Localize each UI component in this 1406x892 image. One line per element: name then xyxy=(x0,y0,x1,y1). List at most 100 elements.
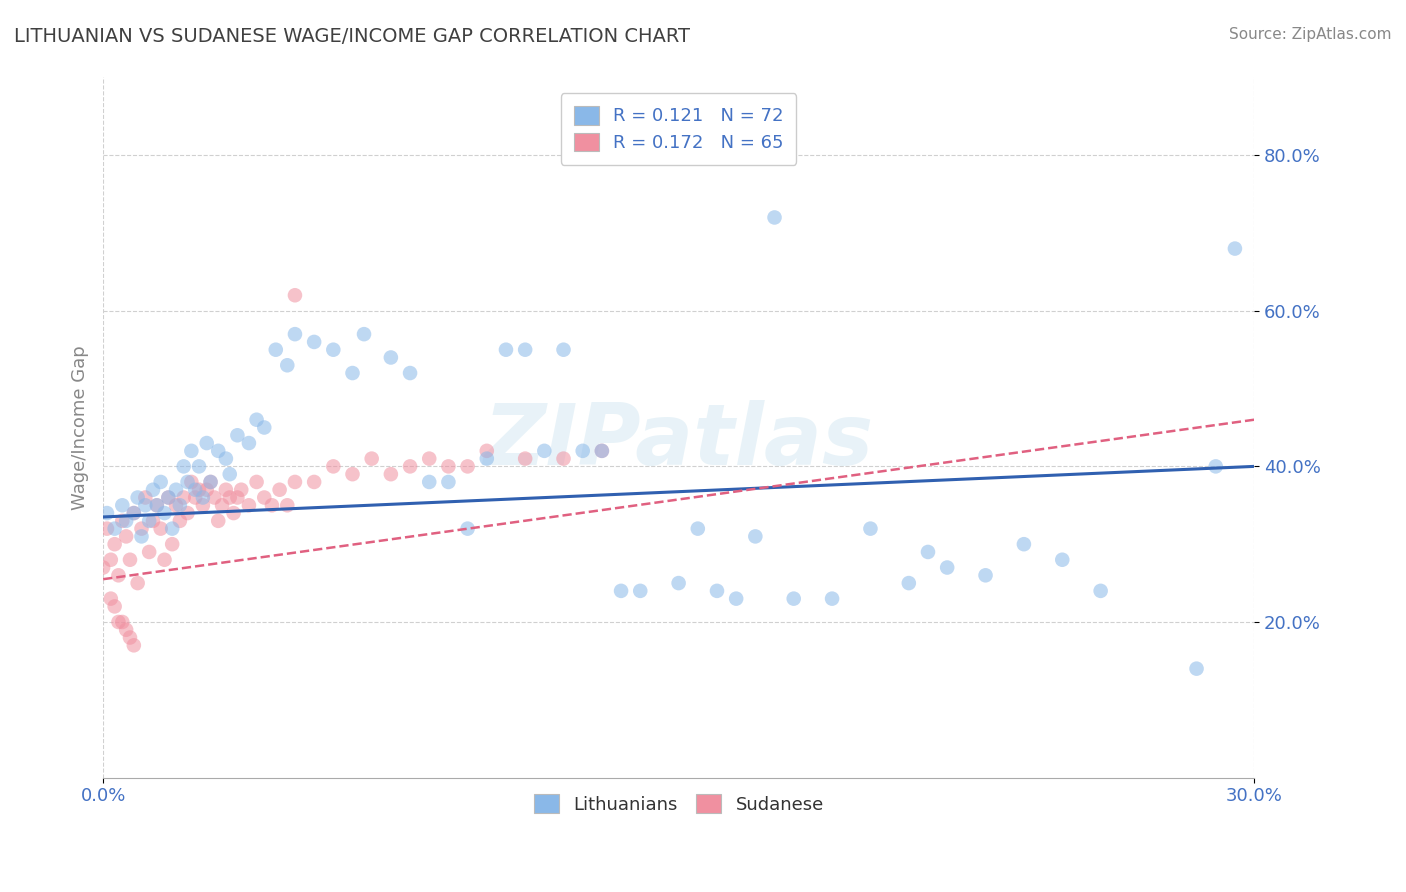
Point xyxy=(253,491,276,505)
Point xyxy=(115,623,138,637)
Point xyxy=(821,591,844,606)
Point xyxy=(149,475,172,489)
Point xyxy=(191,498,214,512)
Point xyxy=(553,343,575,357)
Point xyxy=(276,498,298,512)
Point xyxy=(184,483,207,497)
Point xyxy=(936,560,959,574)
Point xyxy=(211,498,233,512)
Point xyxy=(188,483,211,497)
Point xyxy=(457,459,479,474)
Point xyxy=(457,522,479,536)
Point xyxy=(245,475,267,489)
Point xyxy=(215,483,238,497)
Legend: Lithuanians, Sudanese: Lithuanians, Sudanese xyxy=(523,783,835,824)
Point xyxy=(495,343,517,357)
Point xyxy=(96,522,118,536)
Point xyxy=(226,428,249,442)
Point xyxy=(195,483,218,497)
Point xyxy=(146,498,169,512)
Point xyxy=(264,343,287,357)
Point xyxy=(169,514,191,528)
Text: Source: ZipAtlas.com: Source: ZipAtlas.com xyxy=(1229,27,1392,42)
Point xyxy=(418,451,440,466)
Point xyxy=(100,553,122,567)
Point xyxy=(142,514,165,528)
Point xyxy=(184,491,207,505)
Point xyxy=(138,514,160,528)
Point xyxy=(146,498,169,512)
Point xyxy=(668,576,690,591)
Point xyxy=(104,599,127,614)
Point xyxy=(437,475,460,489)
Point xyxy=(591,443,613,458)
Point xyxy=(302,334,325,349)
Point xyxy=(686,522,709,536)
Point xyxy=(173,459,195,474)
Point xyxy=(111,514,134,528)
Point xyxy=(253,420,276,434)
Point xyxy=(783,591,806,606)
Point xyxy=(1223,242,1246,256)
Point xyxy=(104,522,127,536)
Point xyxy=(202,491,225,505)
Point xyxy=(160,537,183,551)
Point xyxy=(131,529,153,543)
Point xyxy=(245,413,267,427)
Point xyxy=(276,358,298,372)
Point xyxy=(222,506,245,520)
Point xyxy=(1012,537,1035,551)
Point xyxy=(571,443,593,458)
Point xyxy=(134,491,156,505)
Point xyxy=(118,553,141,567)
Point xyxy=(107,568,129,582)
Point xyxy=(533,443,555,458)
Text: ZIPatlas: ZIPatlas xyxy=(484,400,873,483)
Point xyxy=(100,591,122,606)
Point xyxy=(475,451,498,466)
Point xyxy=(475,443,498,458)
Point xyxy=(1052,553,1074,567)
Point xyxy=(859,522,882,536)
Point xyxy=(628,583,651,598)
Point xyxy=(437,459,460,474)
Point xyxy=(706,583,728,598)
Point xyxy=(610,583,633,598)
Point xyxy=(218,467,240,482)
Point xyxy=(342,366,364,380)
Point xyxy=(399,366,422,380)
Point xyxy=(380,351,402,365)
Point xyxy=(122,506,145,520)
Point xyxy=(1185,662,1208,676)
Point xyxy=(897,576,920,591)
Point xyxy=(127,576,149,591)
Point xyxy=(157,491,180,505)
Point xyxy=(160,522,183,536)
Point xyxy=(380,467,402,482)
Point xyxy=(173,491,195,505)
Point xyxy=(165,498,187,512)
Point xyxy=(553,451,575,466)
Point xyxy=(96,506,118,520)
Point xyxy=(974,568,997,582)
Text: LITHUANIAN VS SUDANESE WAGE/INCOME GAP CORRELATION CHART: LITHUANIAN VS SUDANESE WAGE/INCOME GAP C… xyxy=(14,27,690,45)
Point xyxy=(191,491,214,505)
Point xyxy=(153,506,176,520)
Point xyxy=(91,560,114,574)
Point xyxy=(157,491,180,505)
Point xyxy=(218,491,240,505)
Point xyxy=(284,288,307,302)
Point xyxy=(917,545,939,559)
Point xyxy=(142,483,165,497)
Point xyxy=(207,514,229,528)
Point xyxy=(131,522,153,536)
Point xyxy=(134,498,156,512)
Point xyxy=(238,436,260,450)
Point xyxy=(200,475,222,489)
Point xyxy=(215,451,238,466)
Point xyxy=(122,638,145,652)
Point xyxy=(118,631,141,645)
Point xyxy=(322,343,344,357)
Point xyxy=(360,451,382,466)
Point xyxy=(260,498,283,512)
